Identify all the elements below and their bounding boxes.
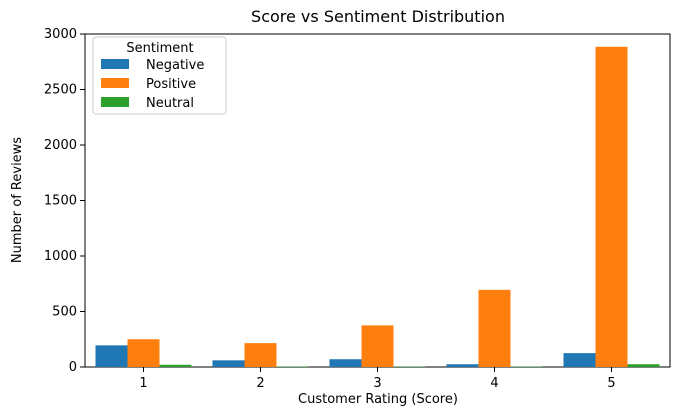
x-tick-label: 5 [607,376,615,391]
bar-positive-score-1 [127,339,160,367]
x-tick-label: 3 [373,376,381,391]
bar-negative-score-3 [329,359,362,367]
legend-swatch-neutral [101,97,129,107]
bar-positive-score-3 [361,325,394,367]
y-tick-label: 2000 [44,138,77,153]
y-axis-ticks: 0 500 1000 1500 2000 2500 3000 [44,27,85,375]
x-axis-ticks: 1 2 3 4 5 [139,367,616,391]
bar-positive-score-4 [478,289,511,367]
y-axis-label: Number of Reviews [10,137,25,263]
bar-negative-score-1 [95,345,128,367]
bar-negative-score-2 [212,360,245,367]
bar-neutral-score-4 [510,366,543,367]
bar-positive-score-2 [244,343,277,367]
y-tick-label: 3000 [44,27,77,42]
bar-negative-score-4 [446,364,479,367]
y-tick-label: 1500 [44,194,77,209]
chart-title: Score vs Sentiment Distribution [251,7,505,26]
legend-swatch-positive [101,78,129,88]
legend-box [92,36,227,115]
y-tick-label: 2500 [44,83,77,98]
bar-neutral-score-3 [393,366,426,367]
bar-neutral-score-2 [276,366,309,367]
legend-title: Sentiment [126,41,193,56]
y-tick-label: 1000 [44,249,77,264]
bar-neutral-score-5 [627,364,660,367]
x-tick-label: 2 [256,376,264,391]
bars-group [95,46,660,367]
legend-label-neutral: Neutral [146,96,194,111]
plot-area: 0 500 1000 1500 2000 2500 3000 1 2 3 4 5 [44,27,671,391]
legend-label-negative: Negative [146,58,204,73]
x-axis-label: Customer Rating (Score) [298,392,458,407]
legend: Sentiment Negative Positive Neutral [92,36,227,115]
y-tick-label: 500 [52,305,77,320]
x-tick-label: 4 [490,376,498,391]
bar-negative-score-5 [563,353,596,367]
x-tick-label: 1 [139,376,147,391]
y-tick-label: 0 [69,360,77,375]
legend-items: Negative Positive Neutral [101,58,204,111]
legend-swatch-negative [101,59,129,69]
bar-neutral-score-1 [159,364,192,367]
legend-label-positive: Positive [146,77,196,92]
bar-positive-score-5 [595,46,628,367]
